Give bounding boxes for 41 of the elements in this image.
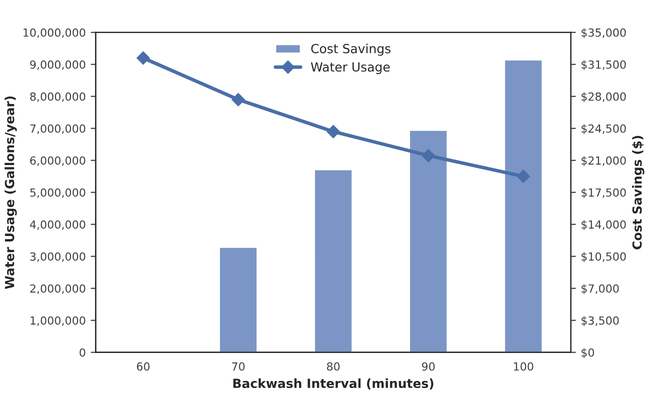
bar: [314, 168, 354, 352]
y-tick-label: 9,000,000: [30, 60, 86, 70]
y-tick-label: 1,000,000: [30, 316, 86, 326]
x-tick-label: 70: [232, 362, 245, 371]
y-tick-label: 8,000,000: [30, 92, 86, 102]
y2-tick-label: $21,000: [582, 156, 626, 166]
y2-tick-label: $28,000: [582, 92, 626, 102]
legend-label: Cost Savings: [311, 44, 390, 56]
y2-tick-label: $35,000: [582, 28, 626, 38]
y2-tick-label: $24,500: [582, 124, 626, 134]
y2-tick-label: $17,500: [582, 188, 626, 198]
y-tick-label: 2,000,000: [30, 284, 86, 294]
y-tick-label: 3,000,000: [30, 252, 86, 262]
bar: [218, 246, 258, 352]
y2-tick-label: $7,000: [582, 284, 619, 294]
bar: [408, 130, 448, 352]
y-tick-label: 5,000,000: [30, 188, 86, 198]
x-tick-label: 60: [136, 362, 150, 371]
x-tick-label: 90: [422, 362, 435, 371]
y2-tick-label: $14,000: [582, 220, 626, 230]
point: [136, 51, 150, 65]
legend-label: Water Usage: [310, 62, 390, 74]
y-axis-title: Water Usage (Gallons/year): [4, 96, 17, 289]
x-tick-label: 100: [514, 362, 534, 371]
point: [326, 124, 340, 138]
y-tick-label: 7,000,000: [30, 124, 86, 134]
x-tick-label: 80: [326, 362, 340, 371]
point: [232, 93, 245, 106]
y-tick-label: 0: [80, 348, 86, 357]
point: [422, 148, 435, 162]
y2-tick-label: $3,500: [582, 316, 619, 326]
point: [516, 170, 530, 183]
y2-axis-title: Cost Savings ($): [632, 136, 644, 250]
y-tick-label: 10,000,000: [24, 28, 86, 38]
bar: [504, 59, 544, 352]
y2-tick-label: $31,500: [582, 60, 626, 70]
y-tick-label: 6,000,000: [30, 156, 86, 166]
y2-tick-label: $10,500: [582, 252, 626, 262]
y-tick-label: 4,000,000: [30, 220, 86, 230]
x-axis-title: Backwash Interval (minutes): [233, 378, 434, 390]
y2-tick-label: $0: [582, 348, 594, 358]
